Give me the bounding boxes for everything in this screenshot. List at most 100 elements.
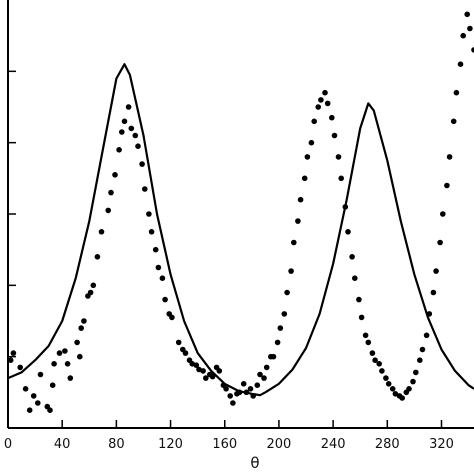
data-point [358,314,365,321]
data-point [297,196,304,203]
data-point [49,382,56,389]
data-point [135,143,141,149]
data-point [423,332,430,339]
data-point [450,118,457,125]
data-point [67,375,74,381]
data-point [457,61,464,67]
data-point [10,350,17,356]
data-point [322,89,328,96]
data-point [47,407,53,414]
data-point [406,386,412,392]
data-point [132,132,139,139]
data-point [90,282,97,289]
data-point [116,147,122,153]
data-point [169,314,175,321]
data-point [142,186,148,192]
data-point [87,289,94,296]
data-point [369,350,376,356]
data-point [26,407,33,414]
data-point [193,362,200,369]
data-point [362,332,369,339]
data-point [175,339,182,346]
data-point [128,125,135,132]
data-point [329,114,335,121]
data-point [30,393,37,399]
data-point [318,97,324,103]
data-point [417,357,423,364]
data-point [324,100,331,107]
data-point [22,386,29,392]
data-point [74,339,80,346]
data-point [304,154,311,160]
data-point [7,357,14,364]
data-point [223,386,229,392]
data-point [182,350,189,356]
data-point [230,400,236,406]
data-point [301,175,308,182]
data-point [311,118,318,125]
data-point [240,381,247,387]
data-point [64,361,71,367]
data-point [467,25,473,32]
data-point [94,253,101,260]
x-tick-label: 320 [429,437,454,452]
data-point [77,353,83,360]
fit-curve [7,63,474,397]
data-point [430,289,437,296]
data-point [460,32,467,39]
data-point [385,381,392,387]
data-point [410,378,416,385]
x-axis-label: θ [250,454,259,472]
data-point [257,371,263,378]
data-point [35,400,41,406]
data-point [365,339,372,346]
data-point [200,368,206,374]
data-point [345,229,351,235]
x-tick-label: 200 [267,437,292,452]
data-point [148,229,155,235]
data-point [291,239,297,246]
data-point [413,369,419,376]
data-point [121,118,128,125]
data-point [383,375,389,381]
data-point [56,350,63,356]
y-axis-ticks [8,70,16,358]
data-point [281,311,288,317]
x-axis-ticks: 0 40 80 120 160 200 240 280 320 [4,420,454,452]
x-tick-label: 120 [158,437,183,452]
data-point [125,104,132,110]
data-point [433,268,439,274]
data-point [437,239,443,246]
data-point [203,375,209,381]
data-point [335,154,342,160]
plot-area [7,0,474,429]
data-point [159,275,166,282]
data-point [261,375,267,381]
data-point [227,393,233,399]
data-point [352,275,358,282]
data-point [17,364,24,371]
data-point [399,395,406,401]
data-point [308,139,315,146]
data-point [376,361,383,367]
data-point [112,172,118,178]
data-point [146,211,152,217]
data-point [284,289,290,296]
x-tick-label: 240 [321,437,346,452]
data-point [295,218,301,224]
data-point [288,268,294,274]
data-point [277,325,284,331]
x-tick-label: 0 [4,437,12,452]
data-point [247,386,254,392]
data-point [270,353,277,360]
data-point [372,357,378,364]
data-point [37,371,44,378]
data-point [356,296,362,303]
data-point [440,211,446,217]
data-point [216,368,223,374]
data-point [162,296,168,303]
data-point [274,339,281,346]
data-point [379,368,385,374]
